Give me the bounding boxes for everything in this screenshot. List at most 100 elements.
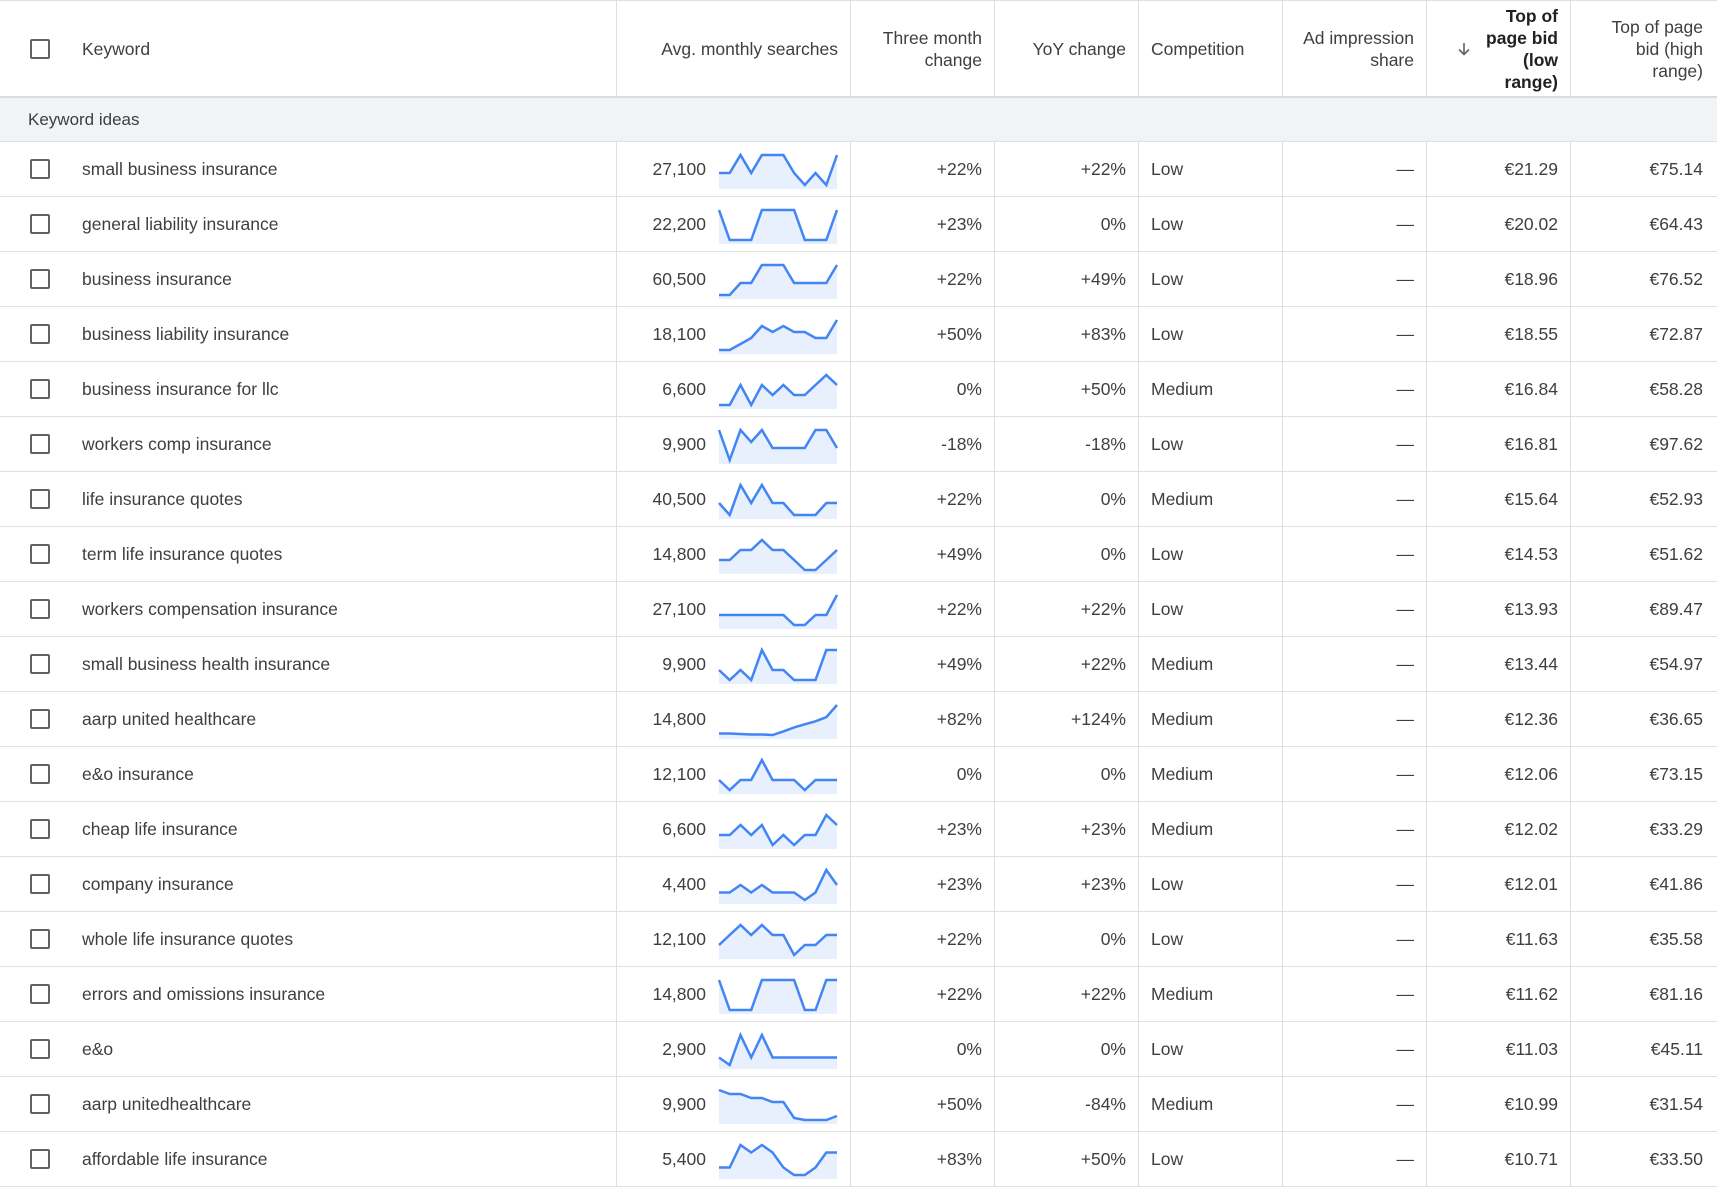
- yoy-cell: 0%: [994, 747, 1138, 801]
- arrow-down-icon[interactable]: [1456, 41, 1472, 57]
- row-checkbox[interactable]: [30, 159, 50, 179]
- row-checkbox[interactable]: [30, 709, 50, 729]
- avg-monthly-value: 6,600: [662, 818, 706, 839]
- yoy-value: +50%: [1080, 1148, 1126, 1169]
- trend-sparkline[interactable]: [718, 919, 838, 959]
- trend-sparkline[interactable]: [718, 149, 838, 189]
- trend-sparkline[interactable]: [718, 809, 838, 849]
- trend-sparkline[interactable]: [718, 259, 838, 299]
- trend-sparkline[interactable]: [718, 974, 838, 1014]
- three-month-value: +22%: [936, 928, 982, 949]
- yoy-cell: +22%: [994, 142, 1138, 196]
- row-checkbox[interactable]: [30, 214, 50, 234]
- header-keyword[interactable]: Keyword: [80, 1, 616, 96]
- ad-impression-cell: —: [1282, 1022, 1426, 1076]
- ad-impression-cell: —: [1282, 747, 1426, 801]
- header-competition[interactable]: Competition: [1138, 1, 1282, 96]
- table-row[interactable]: e&o 2,900 0% 0% Low — €11.03 €45.11: [0, 1022, 1717, 1077]
- header-ad-impression[interactable]: Ad impression share: [1282, 1, 1426, 96]
- trend-sparkline[interactable]: [718, 644, 838, 684]
- keyword-cell: whole life insurance quotes: [80, 912, 616, 966]
- yoy-value: +83%: [1080, 323, 1126, 344]
- row-checkbox[interactable]: [30, 929, 50, 949]
- sparkline-area: [719, 155, 837, 189]
- row-checkbox[interactable]: [30, 984, 50, 1004]
- top-low-value: €12.01: [1504, 873, 1558, 894]
- competition-cell: Low: [1138, 1022, 1282, 1076]
- trend-sparkline[interactable]: [718, 479, 838, 519]
- sparkline-area: [719, 210, 837, 244]
- select-all-checkbox[interactable]: [30, 38, 50, 59]
- header-top-high[interactable]: Top of page bid (high range): [1570, 1, 1717, 96]
- table-row[interactable]: term life insurance quotes 14,800 +49% 0% Lo…: [0, 527, 1717, 582]
- row-checkbox[interactable]: [30, 874, 50, 894]
- row-checkbox[interactable]: [30, 379, 50, 399]
- trend-sparkline[interactable]: [718, 534, 838, 574]
- keyword-cell: affordable life insurance: [80, 1132, 616, 1186]
- trend-sparkline[interactable]: [718, 589, 838, 629]
- header-top-low[interactable]: Top of page bid (low range): [1426, 1, 1570, 96]
- row-checkbox[interactable]: [30, 654, 50, 674]
- three-month-value: +23%: [936, 818, 982, 839]
- row-checkbox[interactable]: [30, 599, 50, 619]
- sparkline-line: [718, 1031, 837, 1067]
- row-checkbox[interactable]: [30, 269, 50, 289]
- row-checkbox[interactable]: [30, 324, 50, 344]
- top-high-value: €31.54: [1649, 1093, 1703, 1114]
- table-row[interactable]: cheap life insurance 6,600 +23% +23% Medium —…: [0, 802, 1717, 857]
- trend-sparkline[interactable]: [718, 699, 838, 739]
- trend-sparkline[interactable]: [718, 314, 838, 354]
- table-row[interactable]: company insurance 4,400 +23% +23% Low — €12.01…: [0, 857, 1717, 912]
- table-row[interactable]: business insurance for llc 6,600 0% +50% Med…: [0, 362, 1717, 417]
- top-high-cell: €33.29: [1570, 802, 1717, 856]
- sparkline-area: [719, 595, 837, 629]
- top-low-value: €16.81: [1504, 433, 1558, 454]
- header-three-month[interactable]: Three month change: [850, 1, 994, 96]
- ad-impression-cell: —: [1282, 197, 1426, 251]
- table-row[interactable]: small business health insurance 9,900 +49%…: [0, 637, 1717, 692]
- top-high-value: €33.29: [1649, 818, 1703, 839]
- table-row[interactable]: workers comp insurance 9,900 -18% -18% Low — €…: [0, 417, 1717, 472]
- table-row[interactable]: aarp unitedhealthcare 9,900 +50% -84% Medium…: [0, 1077, 1717, 1132]
- trend-sparkline[interactable]: [718, 754, 838, 794]
- keyword-text: business insurance for llc: [82, 378, 279, 399]
- table-row[interactable]: small business insurance 27,100 +22% +22% Lo…: [0, 142, 1717, 197]
- row-checkbox[interactable]: [30, 819, 50, 839]
- table-row[interactable]: e&o insurance 12,100 0% 0% Medium — €12.06 €73.…: [0, 747, 1717, 802]
- table-row[interactable]: life insurance quotes 40,500 +22% 0% Medium —…: [0, 472, 1717, 527]
- table-row[interactable]: business insurance 60,500 +22% +49% Low — €18.…: [0, 252, 1717, 307]
- three-month-cell: +22%: [850, 912, 994, 966]
- ad-impression-cell: —: [1282, 802, 1426, 856]
- table-row[interactable]: errors and omissions insurance 14,800 +22%…: [0, 967, 1717, 1022]
- sparkline-line: [718, 208, 838, 242]
- row-checkbox[interactable]: [30, 489, 50, 509]
- trend-sparkline[interactable]: [718, 424, 838, 464]
- table-row[interactable]: general liability insurance 22,200 +23% 0% L…: [0, 197, 1717, 252]
- group-label: Keyword ideas: [28, 109, 140, 129]
- table-row[interactable]: business liability insurance 18,100 +50% +8…: [0, 307, 1717, 362]
- header-avg-monthly-label: Avg. monthly searches: [661, 38, 838, 59]
- trend-sparkline[interactable]: [718, 1139, 838, 1179]
- table-row[interactable]: workers compensation insurance 27,100 +22%…: [0, 582, 1717, 637]
- trend-sparkline[interactable]: [718, 369, 838, 409]
- trend-sparkline[interactable]: [718, 204, 838, 244]
- table-row[interactable]: whole life insurance quotes 12,100 +22% 0% L…: [0, 912, 1717, 967]
- trend-sparkline[interactable]: [718, 1084, 838, 1124]
- header-avg-monthly[interactable]: Avg. monthly searches: [616, 1, 850, 96]
- ad-impression-value: —: [1396, 268, 1415, 289]
- row-checkbox[interactable]: [30, 1094, 50, 1114]
- table-row[interactable]: affordable life insurance 5,400 +83% +50% Lo…: [0, 1132, 1717, 1187]
- trend-sparkline[interactable]: [718, 864, 838, 904]
- keyword-cell: small business health insurance: [80, 637, 616, 691]
- three-month-cell: -18%: [850, 417, 994, 471]
- row-checkbox[interactable]: [30, 544, 50, 564]
- row-checkbox[interactable]: [30, 1149, 50, 1169]
- header-yoy[interactable]: YoY change: [994, 1, 1138, 96]
- table-row[interactable]: aarp united healthcare 14,800 +82% +124% Med…: [0, 692, 1717, 747]
- row-checkbox[interactable]: [30, 764, 50, 784]
- top-low-cell: €13.44: [1426, 637, 1570, 691]
- row-checkbox[interactable]: [30, 1039, 50, 1059]
- top-high-value: €36.65: [1649, 708, 1703, 729]
- row-checkbox[interactable]: [30, 434, 50, 454]
- trend-sparkline[interactable]: [718, 1029, 838, 1069]
